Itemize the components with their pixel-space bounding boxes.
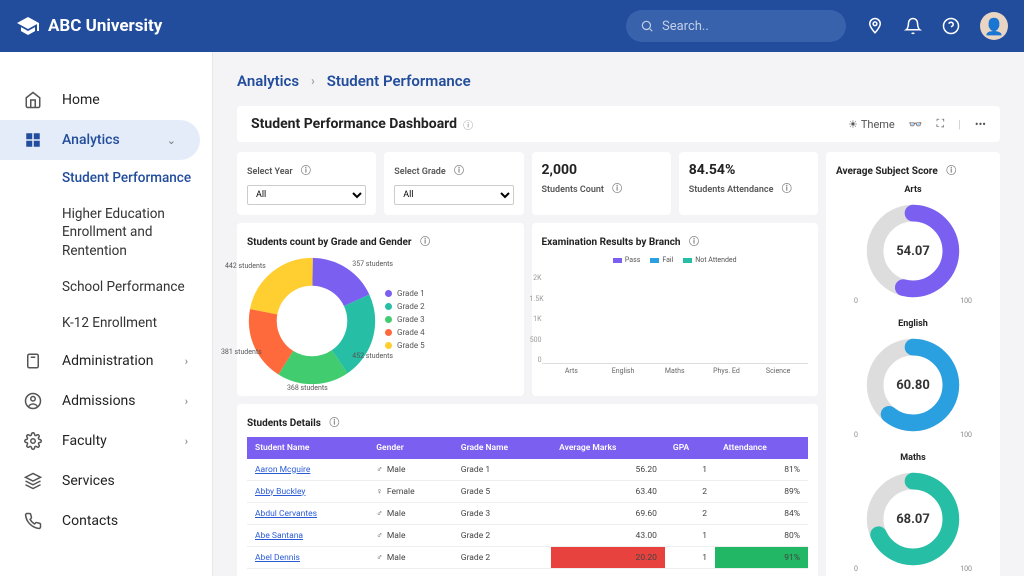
donut-card: Students count by Grade and Gender ⓘ 357… bbox=[237, 223, 524, 396]
table-header[interactable]: Gender bbox=[368, 437, 453, 459]
help-icon[interactable] bbox=[942, 17, 960, 35]
nav-admissions[interactable]: Admissions › bbox=[0, 381, 212, 421]
brand-logo[interactable]: ABC University bbox=[16, 14, 162, 38]
nav-analytics[interactable]: Analytics ⌄ bbox=[0, 120, 200, 160]
header-actions: 👤 bbox=[866, 12, 1008, 40]
nav-faculty[interactable]: Faculty › bbox=[0, 421, 212, 461]
student-link[interactable]: Abby Buckley bbox=[255, 487, 305, 497]
clipboard-icon bbox=[24, 352, 42, 370]
filter-year-card: Select Year ⓘ All bbox=[237, 152, 376, 215]
student-link[interactable]: Aaron Mcguire bbox=[255, 465, 310, 475]
dashboard-header: Student Performance Dashboard ⓘ ☀Theme 👓… bbox=[237, 106, 1000, 142]
legend-item: Grade 5 bbox=[385, 341, 425, 350]
table-header[interactable]: GPA bbox=[665, 437, 715, 459]
bell-icon[interactable] bbox=[904, 17, 922, 35]
sub-higher-ed[interactable]: Higher Education Enrollment and Rententi… bbox=[62, 196, 198, 269]
gear-icon bbox=[24, 432, 42, 450]
legend-item: Grade 2 bbox=[385, 302, 425, 311]
home-icon bbox=[24, 91, 42, 109]
dashboard-title: Student Performance Dashboard bbox=[251, 116, 457, 132]
info-icon[interactable]: ⓘ bbox=[463, 117, 473, 132]
gauge-english: English60.800100 bbox=[836, 319, 990, 439]
table-header[interactable]: Grade Name bbox=[453, 437, 551, 459]
student-link[interactable]: Abe Santana bbox=[255, 531, 303, 541]
nav-faculty-label: Faculty bbox=[62, 433, 107, 449]
table-row[interactable]: Abel Dennis♂ MaleGrade 220.20191% bbox=[247, 547, 808, 569]
filter-grade-card: Select Grade ⓘ All bbox=[384, 152, 523, 215]
student-link[interactable]: Abel Dennis bbox=[255, 553, 300, 563]
students-table: Student NameGenderGrade NameAverage Mark… bbox=[247, 437, 808, 569]
gauge-maths: Maths68.070100 bbox=[836, 453, 990, 573]
chevron-right-icon: › bbox=[185, 355, 188, 368]
breadcrumb-root[interactable]: Analytics bbox=[237, 72, 299, 90]
nav-admin-label: Administration bbox=[62, 353, 153, 369]
nav-services-label: Services bbox=[62, 473, 115, 489]
phone-icon bbox=[24, 512, 42, 530]
kpi-students-count: 2,000 Students Count ⓘ bbox=[532, 152, 671, 215]
sub-student-performance[interactable]: Student Performance bbox=[62, 160, 198, 196]
location-icon[interactable] bbox=[866, 17, 884, 35]
grade-gender-donut: 357 students452 students368 students381 … bbox=[247, 256, 377, 386]
sidebar: Home Analytics ⌄ Student Performance Hig… bbox=[0, 52, 213, 576]
more-icon[interactable]: ••• bbox=[975, 118, 986, 131]
gauges-panel: Average Subject Score ⓘ Arts54.070100Eng… bbox=[826, 152, 1000, 576]
search-box[interactable] bbox=[626, 10, 846, 42]
nav-contacts[interactable]: Contacts bbox=[0, 501, 212, 541]
breadcrumb: Analytics › Student Performance bbox=[237, 72, 1000, 90]
table-header[interactable]: Average Marks bbox=[551, 437, 665, 459]
chevron-right-icon: › bbox=[185, 395, 188, 408]
bar-card: Examination Results by Branch ⓘ PassFail… bbox=[532, 223, 819, 396]
year-select[interactable]: All bbox=[247, 185, 366, 205]
fullscreen-icon[interactable]: ⛶ bbox=[936, 117, 944, 131]
grade-select[interactable]: All bbox=[394, 185, 513, 205]
table-row[interactable]: Aaron Mcguire♂ MaleGrade 156.20181% bbox=[247, 459, 808, 481]
glasses-icon[interactable]: 👓 bbox=[909, 118, 923, 131]
nav-contacts-label: Contacts bbox=[62, 513, 118, 529]
student-link[interactable]: Abdul Cervantes bbox=[255, 509, 317, 519]
theme-button[interactable]: ☀Theme bbox=[848, 118, 895, 131]
layers-icon bbox=[24, 472, 42, 490]
nav-services[interactable]: Services bbox=[0, 461, 212, 501]
dashboard-tools: ☀Theme 👓 ⛶ | ••• bbox=[848, 117, 986, 131]
brand-text: ABC University bbox=[48, 16, 162, 36]
nav-analytics-label: Analytics bbox=[62, 132, 120, 148]
table-row[interactable]: Abby Buckley♀ FemaleGrade 563.40289% bbox=[247, 481, 808, 503]
user-circle-icon bbox=[24, 392, 42, 410]
analytics-submenu: Student Performance Higher Education Enr… bbox=[0, 160, 212, 341]
gauge-arts: Arts54.070100 bbox=[836, 185, 990, 305]
sub-school-perf[interactable]: School Performance bbox=[62, 269, 198, 305]
chevron-down-icon: ⌄ bbox=[167, 134, 176, 147]
legend-item: Grade 3 bbox=[385, 315, 425, 324]
students-table-card: Students Details ⓘ Student NameGenderGra… bbox=[237, 404, 818, 576]
user-avatar[interactable]: 👤 bbox=[980, 12, 1008, 40]
breadcrumb-sep: › bbox=[311, 74, 315, 88]
nav-home-label: Home bbox=[62, 92, 100, 108]
table-row[interactable]: Abe Santana♂ MaleGrade 243.00180% bbox=[247, 525, 808, 547]
graduation-cap-icon bbox=[16, 14, 40, 38]
kpi-attendance: 84.54% Students Attendance ⓘ bbox=[679, 152, 818, 215]
legend-item: Grade 1 bbox=[385, 289, 425, 298]
donut-legend: Grade 1 Grade 2 Grade 3 Grade 4 Grade 5 bbox=[385, 289, 425, 354]
search-icon bbox=[640, 19, 654, 33]
nav-home[interactable]: Home bbox=[0, 80, 212, 120]
chevron-right-icon: › bbox=[185, 435, 188, 448]
nav-admissions-label: Admissions bbox=[62, 393, 136, 409]
top-header: ABC University 👤 bbox=[0, 0, 1024, 52]
table-header[interactable]: Student Name bbox=[247, 437, 368, 459]
legend-item: Grade 4 bbox=[385, 328, 425, 337]
table-header[interactable]: Attendance bbox=[715, 437, 808, 459]
search-input[interactable] bbox=[662, 19, 832, 34]
breadcrumb-current: Student Performance bbox=[327, 72, 471, 90]
sub-k12[interactable]: K-12 Enrollment bbox=[62, 305, 198, 341]
grid-icon bbox=[24, 131, 42, 149]
exam-results-chart: PassFailNot Attended 2K1.5K1K5000 ArtsEn… bbox=[542, 256, 809, 376]
nav-administration[interactable]: Administration › bbox=[0, 341, 212, 381]
table-row[interactable]: Abdul Cervantes♂ MaleGrade 369.60284% bbox=[247, 503, 808, 525]
main-content: Analytics › Student Performance Student … bbox=[213, 52, 1024, 576]
